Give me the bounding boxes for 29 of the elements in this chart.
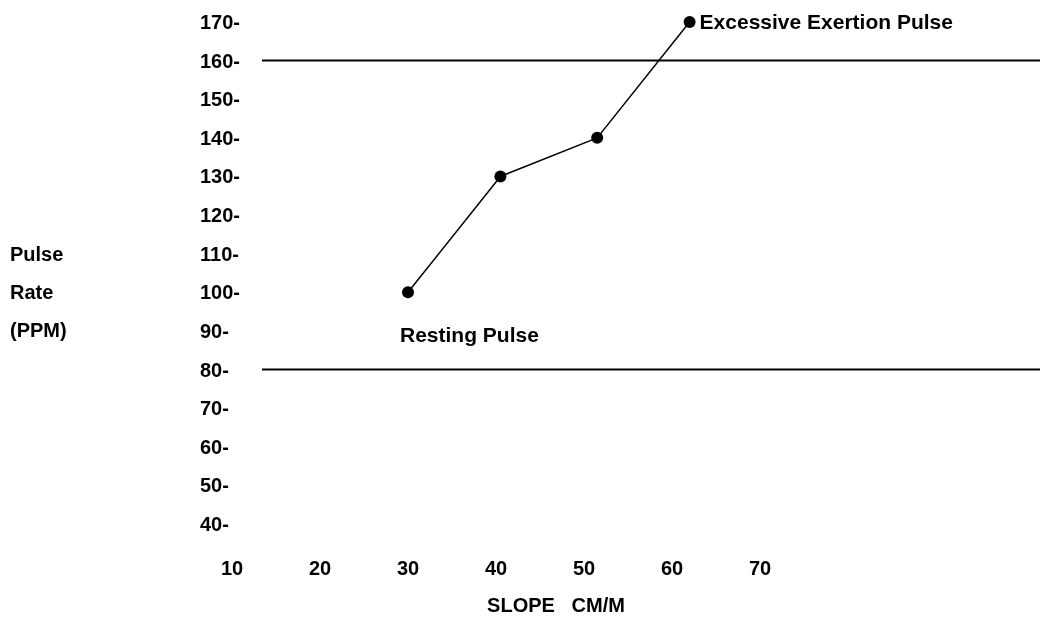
x-tick-label: 20: [308, 557, 332, 579]
y-tick-label: 90-: [200, 319, 229, 342]
y-tick-label: 40-: [200, 513, 229, 535]
y-tick-label: 60-: [200, 435, 229, 458]
x-tick-label: 40: [484, 557, 508, 579]
y-tick-label: 120-: [200, 204, 241, 227]
point: [402, 286, 414, 299]
x-tick-label: 30: [396, 557, 420, 579]
y-tick-label: 150-: [200, 88, 241, 111]
y-tick-label: 160-: [200, 49, 241, 72]
x-axis-title: SLOPE CM/M: [487, 594, 625, 616]
x-tick-label: 50: [572, 557, 596, 579]
point: [591, 131, 604, 144]
y-tick-label: 170-: [200, 11, 241, 33]
point: [494, 170, 507, 183]
annotation: Resting Pulse: [400, 322, 539, 346]
y-tick-label: 110-: [200, 242, 239, 265]
y-tick-label: 80-: [200, 358, 229, 381]
x-tick-label: 70: [748, 557, 772, 579]
y-tick-label: 140-: [200, 126, 241, 149]
x-tick-label: 10: [220, 557, 244, 579]
y-tick-label: 130-: [200, 165, 241, 188]
y-tick-label: 70-: [200, 397, 229, 420]
text: Pulse Rate (PPM): [10, 242, 67, 341]
point: [683, 16, 696, 28]
x-tick-label: 60: [660, 557, 684, 579]
y-tick-label: 50-: [200, 474, 229, 497]
annotation: Excessive Exertion Pulse: [699, 10, 953, 34]
y-tick-label: 100-: [200, 281, 241, 304]
